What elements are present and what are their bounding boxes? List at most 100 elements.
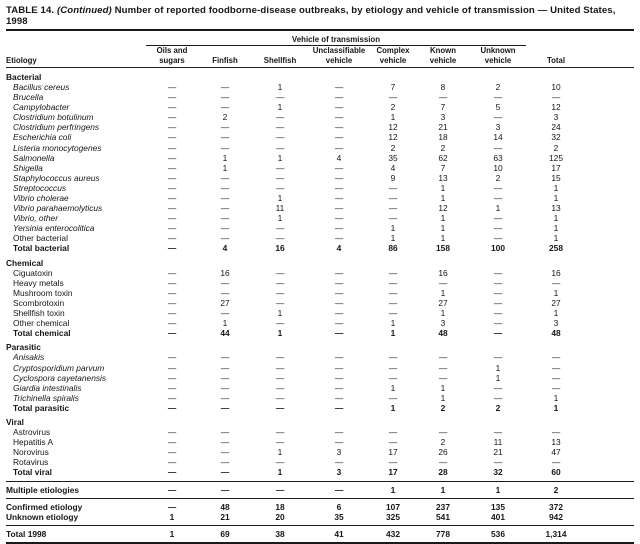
value-cell	[198, 413, 252, 427]
value-cell: 17	[388, 447, 398, 458]
value-cell: —	[220, 457, 230, 468]
etiology-label: Streptococcus	[13, 182, 67, 193]
row-edge-spacer	[586, 243, 634, 253]
row-edge-spacer	[586, 447, 634, 457]
value-cell: —	[493, 318, 503, 329]
value-cell: —	[334, 362, 344, 373]
etiology-label: Vibrio parahaemolyticus	[13, 203, 103, 214]
value-cell: —	[334, 142, 344, 153]
value-cell: 32	[493, 467, 503, 478]
value-cell: 12	[388, 122, 398, 133]
value-cell: —	[334, 112, 344, 123]
value-cell: —	[275, 182, 285, 193]
value-cell: 16	[275, 243, 285, 254]
value-cell	[416, 67, 470, 82]
etiology-label: Salmonella	[13, 152, 55, 163]
value-cell: —	[493, 382, 503, 393]
value-cell: 8	[440, 81, 446, 92]
value-cell: 4	[336, 152, 342, 163]
value-cell: —	[167, 328, 177, 339]
value-cell: 1	[169, 511, 175, 522]
value-cell: —	[493, 392, 503, 403]
value-cell: —	[220, 233, 230, 244]
value-cell: —	[388, 277, 398, 288]
row-edge-spacer	[586, 183, 634, 193]
value-cell: —	[275, 233, 285, 244]
value-cell: —	[334, 308, 344, 319]
spanner-edge-spacer	[586, 31, 634, 46]
etiology-label: Clostridium botulinum	[13, 112, 94, 123]
value-cell: —	[551, 352, 561, 363]
value-cell: 21	[493, 447, 503, 458]
value-cell: —	[493, 297, 503, 308]
etiology-label: Anisakis	[13, 352, 45, 363]
value-cell: 1	[390, 233, 396, 244]
value-cell: —	[220, 447, 230, 458]
value-cell: 2	[526, 480, 586, 499]
etiology-label: Staphylococcus aureus	[13, 172, 100, 183]
table-row-vibrio-other: Vibrio, other — — 1 — — 1 — 1	[6, 213, 634, 223]
value-cell: —	[275, 352, 285, 363]
title-rule	[6, 29, 634, 31]
col-header-shellfish: Shellfish	[252, 45, 308, 68]
value-cell	[470, 254, 526, 268]
value-cell: 38	[252, 524, 308, 544]
etiology-label: Escherichia coli	[13, 132, 72, 143]
value-cell: 1	[277, 447, 283, 458]
value-cell: 1	[553, 233, 559, 244]
table-row-total-chemical: Total chemical — 44 1 — 1 48 — 48	[6, 328, 634, 338]
etiology-label: Unknown etiology	[6, 511, 79, 522]
row-edge-spacer	[586, 268, 634, 278]
etiology-label: Total chemical	[13, 328, 71, 339]
etiology-label: Parasitic	[6, 342, 41, 353]
value-cell: 1	[277, 81, 283, 92]
value-cell: —	[334, 287, 344, 298]
value-cell: 44	[220, 328, 230, 339]
etiology-label: Giardia intestinalis	[13, 382, 82, 393]
value-cell: 2	[495, 81, 501, 92]
table-row-heavy-metals: Heavy metals — — — — — — — —	[6, 278, 634, 288]
value-cell: —	[220, 382, 230, 393]
row-edge-spacer	[586, 254, 634, 268]
value-cell: 1	[440, 287, 446, 298]
value-cell: —	[220, 193, 230, 204]
etiology-label: Cyclospora cayetanensis	[13, 372, 107, 383]
value-cell	[370, 254, 416, 268]
row-edge-spacer	[586, 213, 634, 223]
value-cell: 11	[275, 203, 285, 214]
value-cell: —	[493, 112, 503, 123]
row-edge-spacer	[586, 512, 634, 526]
table-row-unknown-etiology: Unknown etiology 1 21 20 35 325 541 401 942	[6, 512, 634, 526]
value-cell: —	[275, 427, 285, 438]
value-cell: —	[275, 142, 285, 153]
value-cell: 3	[336, 447, 342, 458]
table-row-scombrotoxin: Scombrotoxin — 27 — — — 27 — 27	[6, 298, 634, 308]
value-cell: —	[308, 480, 370, 499]
value-cell: —	[220, 213, 230, 224]
value-cell: —	[551, 362, 561, 373]
table-row-vibrio-parahaemolyticus: Vibrio parahaemolyticus — — 11 — — 12 1 13	[6, 203, 634, 213]
etiology-label: Brucella	[13, 92, 44, 103]
value-cell: —	[167, 213, 177, 224]
value-cell: —	[275, 372, 285, 383]
value-cell: —	[388, 297, 398, 308]
row-edge-spacer	[586, 393, 634, 403]
value-cell: —	[220, 352, 230, 363]
value-cell: —	[220, 287, 230, 298]
value-cell: 3	[440, 112, 446, 123]
etiology-label: Vibrio, other	[13, 213, 59, 224]
row-edge-spacer	[586, 132, 634, 142]
value-cell: 1	[146, 524, 198, 544]
value-cell: 12	[438, 203, 448, 214]
value-cell: —	[388, 308, 398, 319]
value-cell: —	[334, 92, 344, 103]
etiology-label: Listeria monocytogenes	[13, 142, 102, 153]
value-cell: 2	[440, 142, 446, 153]
etiology-label: Chemical	[6, 257, 44, 268]
value-cell: 1	[277, 213, 283, 224]
value-cell: 1	[440, 182, 446, 193]
value-cell: 2	[440, 437, 446, 448]
value-cell: 401	[491, 511, 505, 522]
table-row-yersinia-enterocolitica: Yersinia enterocolitica — — — — 1 1 — 1	[6, 223, 634, 233]
value-cell: —	[334, 318, 344, 329]
